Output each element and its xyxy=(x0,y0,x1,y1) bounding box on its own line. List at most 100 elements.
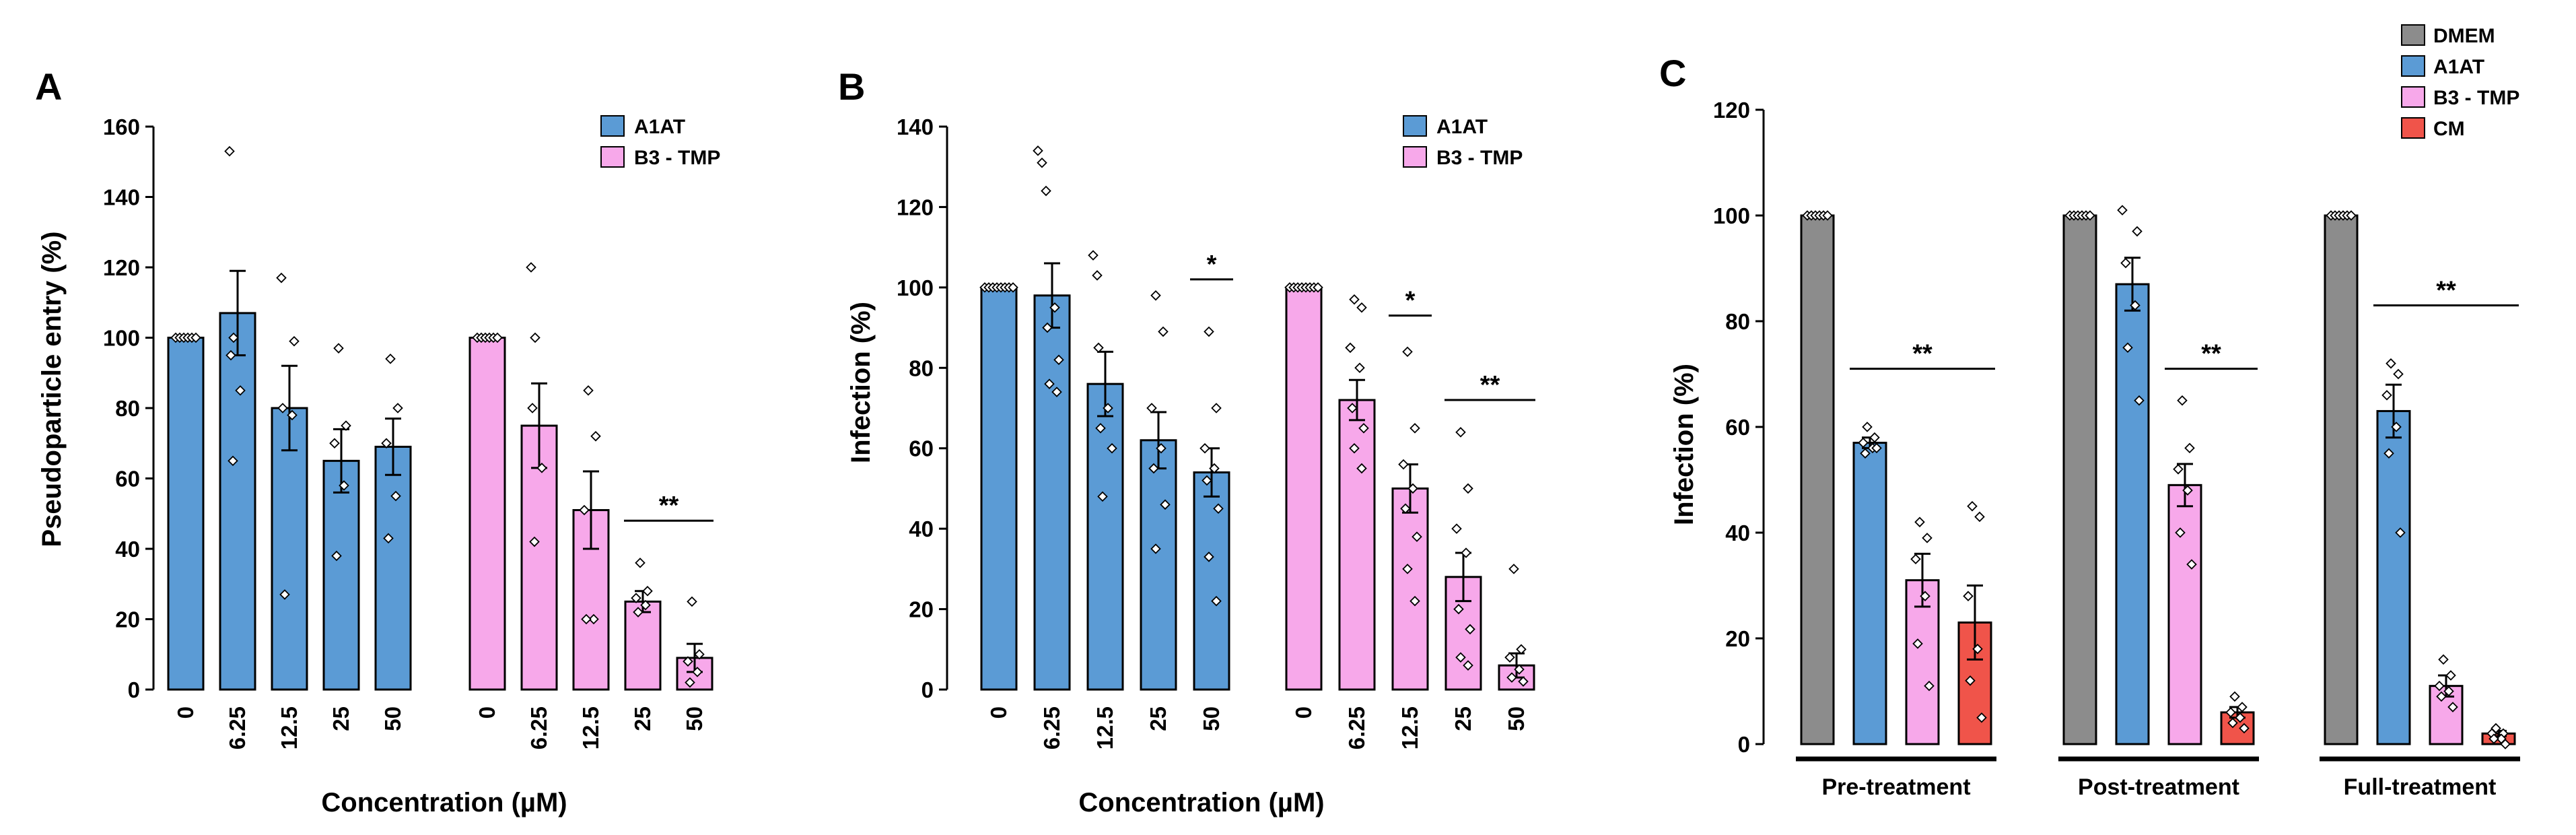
panel-a-y-tick-label: 0 xyxy=(128,677,140,702)
panel-c-cm-post-treatment-data-point xyxy=(2227,717,2238,729)
panel-b-a1at-4-data-point xyxy=(1211,595,1222,607)
panel-b-sig-2-significance-label: ** xyxy=(1480,371,1500,399)
panel-a-b3-tmp-1-data-point xyxy=(526,262,536,273)
panel-b-b3-tmp-2-bar xyxy=(1391,487,1429,691)
panel-c-dmem-post-treatment-data-point xyxy=(2085,210,2095,221)
panel-c-dmem-full-treatment-data-point xyxy=(2346,210,2357,221)
panel-a-x-axis-label: Concentration (µM) xyxy=(321,788,567,817)
panel-c-legend: DMEM A1AT B3 - TMP CM xyxy=(2401,24,2519,140)
panel-b: B Infection (%) Concentration (µM) A1AT … xyxy=(838,65,1535,817)
panel-a-a1at-2-data-point xyxy=(279,589,290,600)
panel-b-b3-tmp-2-data-point xyxy=(1400,503,1411,514)
panel-c-y-tick-label: 40 xyxy=(1725,521,1750,545)
panel-b-b3-tmp-0-data-point xyxy=(1313,282,1323,293)
panel-c-b3-tmp-pre-treatment-data-point xyxy=(1910,554,1921,565)
legend-label-b3-tmp: B3 - TMP xyxy=(634,147,720,169)
panel-c-dmem-post-treatment-bar xyxy=(2062,214,2097,745)
panel-b-y-tick-label: 20 xyxy=(909,597,934,622)
panel-c-cm-pre-treatment-data-point xyxy=(1974,511,1985,523)
legend-swatch-b3-tmp xyxy=(2401,86,2425,108)
panel-b-x-tick-label: 6.25 xyxy=(1039,706,1064,749)
panel-b-b3-tmp-2-data-point xyxy=(1409,595,1420,607)
panel-b-a1at-2-data-point xyxy=(1092,270,1103,281)
panel-b-b3-tmp-1-bar xyxy=(1338,399,1376,691)
panel-c-b3-tmp-pre-treatment-data-point xyxy=(1920,591,1930,601)
legend-label-cm: CM xyxy=(2433,118,2465,140)
panel-c-dmem-pre-treatment-data-point xyxy=(1822,210,1833,221)
panel-b-a1at-3-data-point xyxy=(1146,403,1157,413)
panel-c-b3-tmp-pre-treatment-data-point xyxy=(1922,533,1933,543)
panel-a-x-tick-label: 0 xyxy=(475,706,499,719)
panel-b-sig-0-significance-label: * xyxy=(1207,250,1217,279)
panel-c-b3-tmp-post-treatment-data-point xyxy=(2177,395,2188,406)
panel-c-b3-tmp-full-treatment-data-point xyxy=(2436,691,2447,702)
panel-c-a1at-full-treatment-data-point xyxy=(2381,390,2392,401)
panel-a-a1at-1-bar xyxy=(219,312,256,691)
panel-b-a1at-3-data-point xyxy=(1148,463,1159,474)
panel-c-y-axis-label: Infection (%) xyxy=(1669,364,1699,525)
panel-a-a1at-4-bar xyxy=(374,445,412,691)
panel-b-x-tick-label: 0 xyxy=(986,706,1011,719)
panel-c-a1at-full-treatment-data-point xyxy=(2383,448,2394,459)
panel-a-a1at-3-data-point xyxy=(329,438,340,449)
panel-c-a1at-full-treatment-data-point xyxy=(2395,527,2406,538)
panel-a-b3-tmp-4-data-point xyxy=(694,648,705,660)
panel-c-a1at-post-treatment-bar xyxy=(2115,283,2150,745)
panel-a-x-tick-label: 12.5 xyxy=(277,706,302,749)
panel-c-plot: 0 20 40 60 80 100 120 Pre-treatment Post-treatme… xyxy=(1713,98,2520,800)
panel-b-a1at-2-data-point xyxy=(1093,342,1104,354)
panel-c-b3-tmp-post-treatment-data-point xyxy=(2182,485,2193,496)
panel-b-a1at-4-data-point xyxy=(1204,552,1214,562)
panel-c-b3-tmp-pre-treatment-data-point xyxy=(1912,638,1923,649)
panel-b-b3-tmp-2-data-point xyxy=(1402,564,1413,574)
panel-a-x-tick-label: 50 xyxy=(682,706,707,731)
legend-label-a1at: A1AT xyxy=(2433,56,2484,78)
panel-a-y-tick-label: 100 xyxy=(103,326,140,351)
panel-c-group-label-full-treatment: Full-treatment xyxy=(2344,774,2497,800)
panel-b-legend: A1AT B3 - TMP xyxy=(1403,115,1523,169)
panel-c-a1at-post-treatment-data-point xyxy=(2120,257,2131,269)
panel-b-b3-tmp-4-data-point xyxy=(1506,672,1517,683)
panel-b-y-tick-label: 0 xyxy=(921,677,934,702)
legend-label-a1at: A1AT xyxy=(634,116,685,138)
panel-a-a1at-4-data-point xyxy=(390,490,401,502)
panel-a-b3-tmp-2-data-point xyxy=(579,504,590,516)
panel-a-legend: A1AT B3 - TMP xyxy=(600,115,720,169)
panel-a-a1at-4-data-point xyxy=(392,403,403,413)
panel-a-a1at-1-data-point xyxy=(224,145,235,157)
panel-a-a1at-0-bar xyxy=(167,337,205,691)
panel-b-x-tick-label: 25 xyxy=(1451,706,1475,731)
panel-b-a1at-1-data-point xyxy=(1033,145,1043,156)
panel-b-x-tick-label: 50 xyxy=(1199,706,1224,731)
legend-swatch-dmem xyxy=(2401,24,2425,46)
panel-b-a1at-3-data-point xyxy=(1156,442,1167,454)
panel-c-a1at-full-treatment-bar xyxy=(2376,409,2411,745)
panel-b-b3-tmp-3-data-point xyxy=(1463,483,1473,494)
panel-a-b3-tmp-0-bar xyxy=(468,337,506,691)
panel-a-x-tick-label: 6.25 xyxy=(526,706,551,749)
panel-b-b3-tmp-2-data-point xyxy=(1402,346,1413,358)
panel-b-b3-tmp-4-data-point xyxy=(1504,652,1515,663)
panel-b-y-tick-label: 100 xyxy=(897,275,934,300)
panel-b-x-axis-label: Concentration (µM) xyxy=(1078,788,1324,817)
panel-a-a1at-3-data-point xyxy=(339,480,349,491)
panel-a-y-tick-label: 120 xyxy=(103,255,140,280)
panel-b-b3-tmp-0-bar xyxy=(1285,286,1323,691)
panel-b-b3-tmp-2-data-point xyxy=(1398,459,1409,470)
panel-a-a1at-2-data-point xyxy=(289,335,300,347)
panel-a-a1at-4-data-point xyxy=(381,438,392,449)
panel-c-b3-tmp-full-treatment-data-point xyxy=(2443,686,2454,697)
panel-c-cm-pre-treatment-data-point xyxy=(1965,675,1976,686)
panel-c-b3-tmp-full-treatment-data-point xyxy=(2434,680,2445,692)
panel-c: C Infection (%) DMEM A1AT B3 - TMP CM 0 2… xyxy=(1659,24,2520,800)
panel-a-y-axis-label: Pseudoparticle entry (%) xyxy=(37,231,67,547)
panel-c-sig-2-significance-label: ** xyxy=(2436,276,2456,304)
legend-label-dmem: DMEM xyxy=(2433,25,2495,47)
panel-b-b3-tmp-4-data-point xyxy=(1508,564,1519,574)
panel-a-a1at-1-data-point xyxy=(235,385,246,396)
panel-b-b3-tmp-2-data-point xyxy=(1412,531,1422,542)
panel-b-a1at-1-data-point xyxy=(1037,157,1047,168)
panel-c-a1at-post-treatment-data-point xyxy=(2122,342,2133,354)
panel-b-b3-tmp-3-data-point xyxy=(1453,603,1464,615)
panel-c-b3-tmp-full-treatment-data-point xyxy=(2445,670,2456,681)
